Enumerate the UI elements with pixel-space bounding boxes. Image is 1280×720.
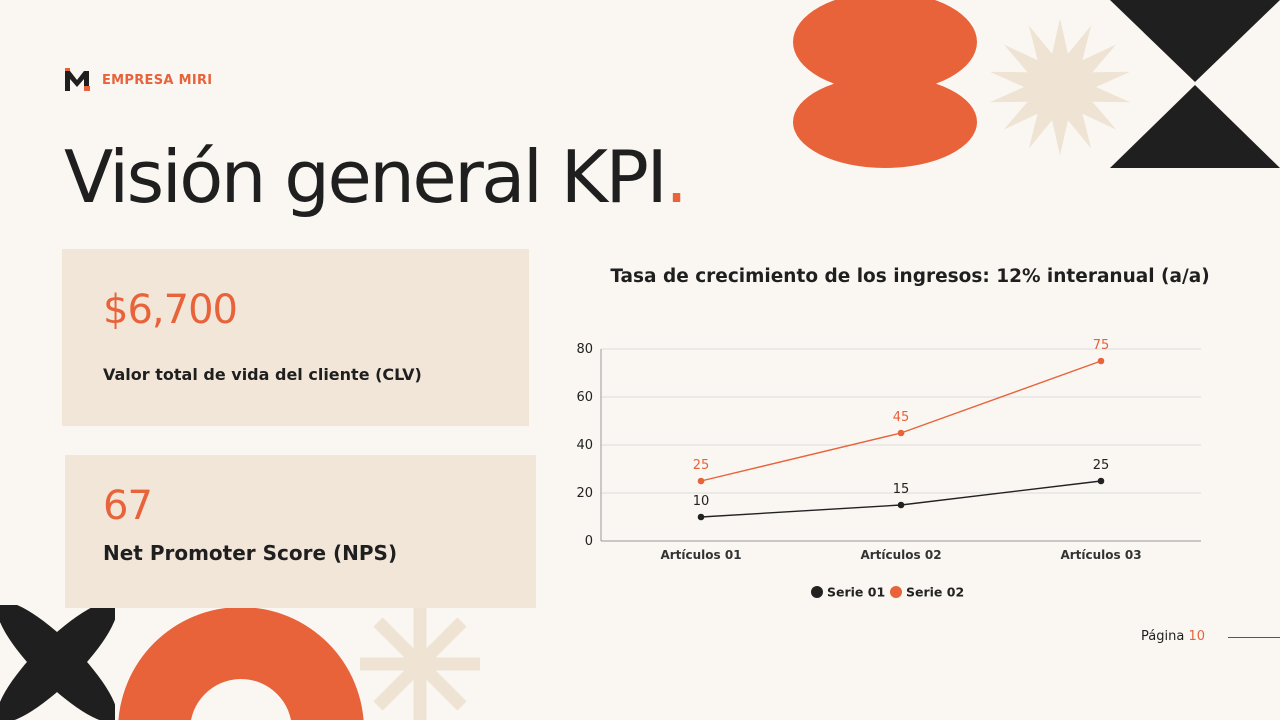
bowtie-shape — [1110, 0, 1280, 168]
y-tick-label: 60 — [576, 390, 593, 405]
data-label: 25 — [1093, 458, 1110, 473]
logo-m-icon — [65, 68, 90, 91]
kpi-label: Net Promoter Score (NPS) — [103, 541, 398, 565]
data-point — [897, 429, 905, 437]
data-point — [1097, 477, 1105, 485]
page-label: Página — [1141, 629, 1185, 644]
starburst-shape — [989, 18, 1131, 156]
page-title: Visión general KPI. — [64, 135, 688, 219]
revenue-line-chart: 0 20 40 60 80 Artículos 01 Artículos 02 Artícul… — [576, 338, 1201, 600]
data-label: 10 — [693, 494, 710, 509]
title-dot: . — [665, 135, 688, 219]
legend-label: Serie 01 — [827, 585, 885, 600]
x-tick-label: Artículos 01 — [660, 548, 741, 562]
legend-label: Serie 02 — [906, 585, 964, 600]
legend-marker — [890, 586, 902, 598]
data-label: 75 — [1093, 338, 1110, 353]
page-footer: Página 10 — [1141, 629, 1205, 644]
y-tick-label: 40 — [576, 438, 593, 453]
y-tick-label: 0 — [585, 534, 593, 549]
data-label: 15 — [893, 482, 910, 497]
arch-shape — [118, 607, 364, 720]
kpi-card-nps: 67 Net Promoter Score (NPS) — [65, 455, 536, 608]
kpi-value: 67 — [103, 483, 153, 529]
page-title-text: Visión general KPI — [64, 135, 668, 219]
brand: EMPRESA MIRI — [64, 68, 212, 92]
asterisk-shape — [360, 608, 480, 720]
y-tick-label: 20 — [576, 486, 593, 501]
data-point — [697, 513, 705, 521]
data-label: 45 — [893, 410, 910, 425]
page-number: 10 — [1188, 629, 1205, 644]
y-tick-label: 80 — [576, 342, 593, 357]
data-label: 25 — [693, 458, 710, 473]
kpi-card-clv: $6,700 Valor total de vida del cliente (… — [62, 249, 529, 426]
x-shape — [0, 605, 115, 720]
data-point — [897, 501, 905, 509]
x-tick-label: Artículos 03 — [1060, 548, 1141, 562]
x-tick-label: Artículos 02 — [860, 548, 941, 562]
kpi-label: Valor total de vida del cliente (CLV) — [103, 365, 422, 384]
legend-marker — [811, 586, 823, 598]
lens-shape — [793, 0, 977, 168]
footer-divider — [1228, 637, 1280, 638]
data-point — [1097, 357, 1105, 365]
brand-name: EMPRESA MIRI — [102, 72, 213, 88]
data-point — [697, 477, 705, 485]
kpi-value: $6,700 — [103, 287, 238, 333]
chart-title: Tasa de crecimiento de los ingresos: 12%… — [610, 266, 1210, 287]
